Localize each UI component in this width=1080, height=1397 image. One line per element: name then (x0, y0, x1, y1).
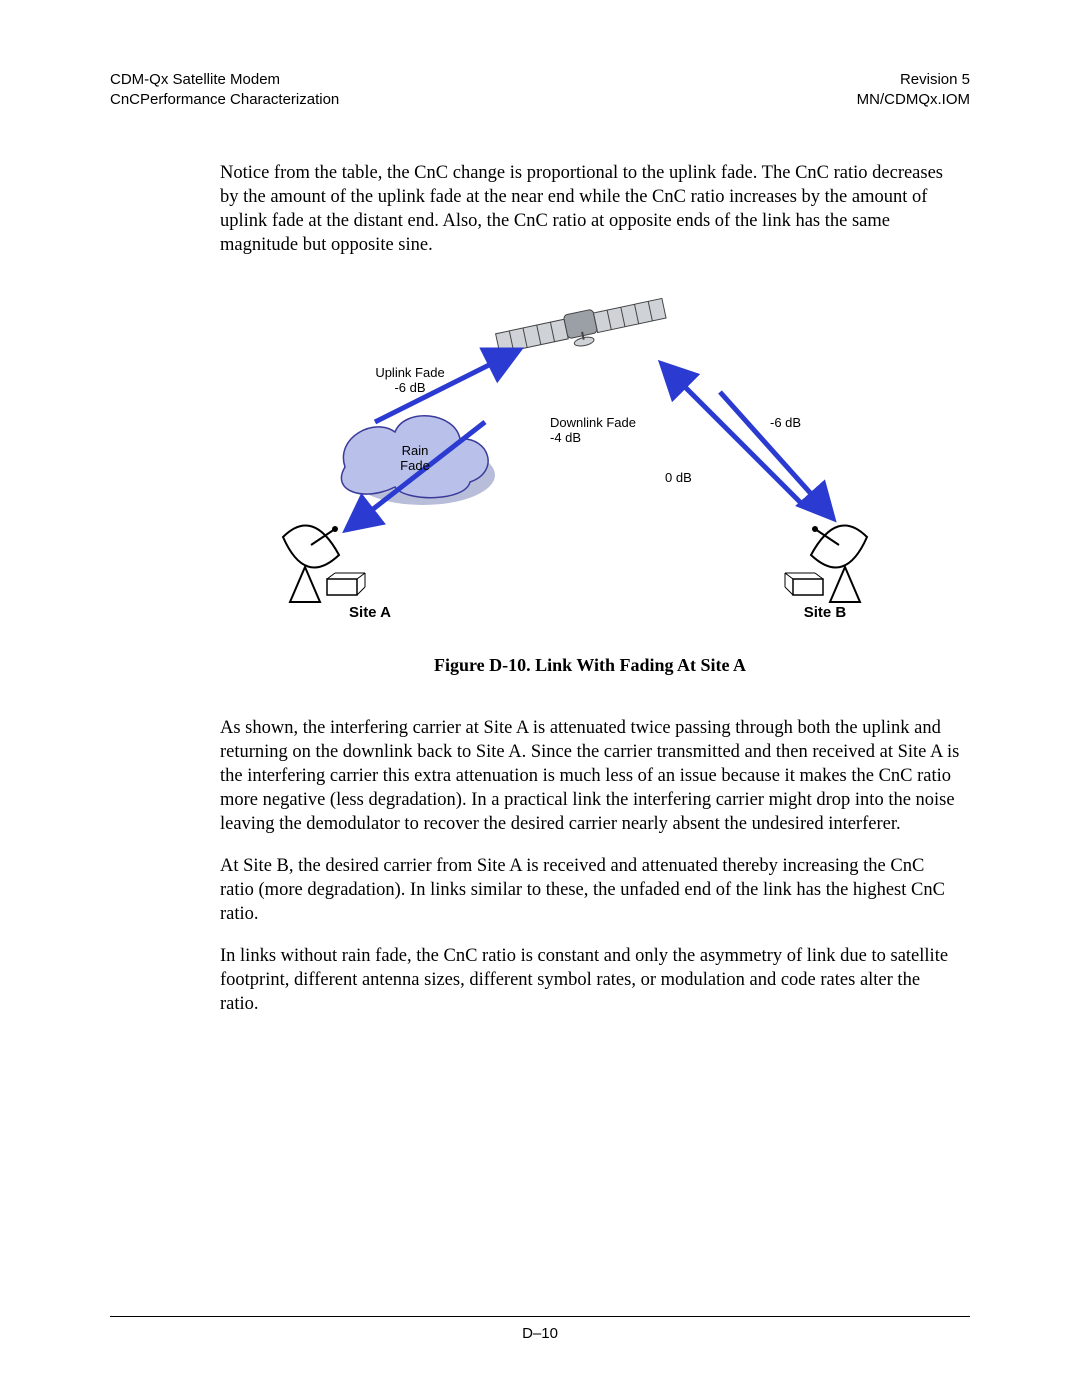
rain-fade-label-2: Fade (400, 458, 430, 473)
satellite-icon (495, 297, 668, 363)
footer-rule (110, 1316, 970, 1317)
page: CDM-Qx Satellite Modem CnCPerformance Ch… (0, 0, 1080, 1397)
figure-caption: Figure D-10. Link With Fading At Site A (220, 655, 960, 676)
paragraph-1: Notice from the table, the CnC change is… (220, 161, 960, 257)
dish-site-b-icon (785, 525, 867, 602)
header-left: CDM-Qx Satellite Modem CnCPerformance Ch… (110, 70, 339, 111)
right-downlink-value: 0 dB (665, 470, 692, 485)
figure-d10: Uplink Fade -6 dB Downlink Fade -4 dB Ra… (220, 297, 960, 676)
header-right-line1: Revision 5 (857, 70, 970, 90)
paragraph-4: In links without rain fade, the CnC rati… (220, 944, 960, 1016)
paragraph-2: As shown, the interfering carrier at Sit… (220, 716, 960, 836)
right-uplink-value: -6 dB (770, 415, 801, 430)
downlink-fade-label: Downlink Fade (550, 415, 636, 430)
dish-site-a-icon (283, 525, 365, 602)
header-left-line1: CDM-Qx Satellite Modem (110, 70, 339, 90)
satellite-link-diagram: Uplink Fade -6 dB Downlink Fade -4 dB Ra… (270, 297, 910, 627)
site-b-label: Site B (804, 604, 847, 621)
page-header: CDM-Qx Satellite Modem CnCPerformance Ch… (110, 70, 970, 111)
header-right: Revision 5 MN/CDMQx.IOM (857, 70, 970, 111)
content-area: Notice from the table, the CnC change is… (220, 161, 960, 1017)
site-a-label: Site A (349, 604, 391, 621)
page-number: D–10 (0, 1325, 1080, 1342)
rain-fade-label-1: Rain (402, 443, 429, 458)
uplink-fade-value: -6 dB (394, 380, 425, 395)
uplink-fade-label: Uplink Fade (375, 365, 444, 380)
downlink-arrow-b (720, 392, 830, 515)
downlink-fade-value: -4 dB (550, 430, 581, 445)
paragraph-3: At Site B, the desired carrier from Site… (220, 854, 960, 926)
header-right-line2: MN/CDMQx.IOM (857, 90, 970, 110)
header-left-line2: CnCPerformance Characterization (110, 90, 339, 110)
